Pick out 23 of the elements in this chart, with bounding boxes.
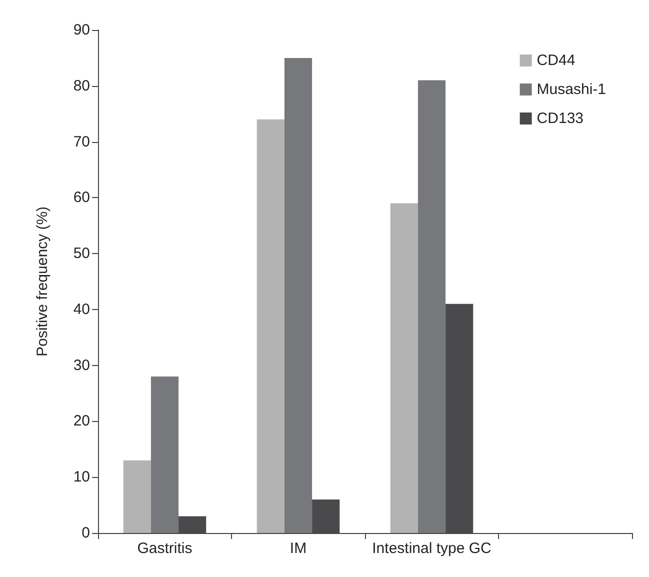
y-tick-label: 50 — [73, 245, 90, 262]
legend-label: CD44 — [536, 52, 576, 69]
y-tick-label: 70 — [73, 133, 90, 150]
x-tick-label: IM — [290, 540, 307, 557]
y-tick-label: 90 — [73, 22, 90, 38]
bar — [390, 203, 418, 533]
legend-label: Musashi-1 — [536, 81, 606, 98]
bar — [150, 376, 179, 533]
x-tick-label: Intestinal type GC — [372, 540, 492, 557]
legend-label: CD133 — [536, 110, 584, 127]
y-axis-title: Positive frequency (%) — [34, 206, 51, 357]
y-tick-label: 0 — [82, 524, 90, 542]
bar — [123, 460, 151, 533]
y-tick-label: 30 — [73, 356, 90, 374]
bar — [284, 58, 312, 533]
y-tick-label: 40 — [73, 300, 90, 318]
x-tick-label: Gastritis — [137, 540, 192, 557]
y-tick-label: 60 — [73, 189, 90, 206]
bar — [256, 119, 284, 533]
bar — [418, 80, 446, 533]
y-tick-label: 10 — [73, 468, 90, 486]
y-tick-label: 20 — [73, 412, 90, 430]
y-tick-label: 80 — [73, 77, 90, 94]
